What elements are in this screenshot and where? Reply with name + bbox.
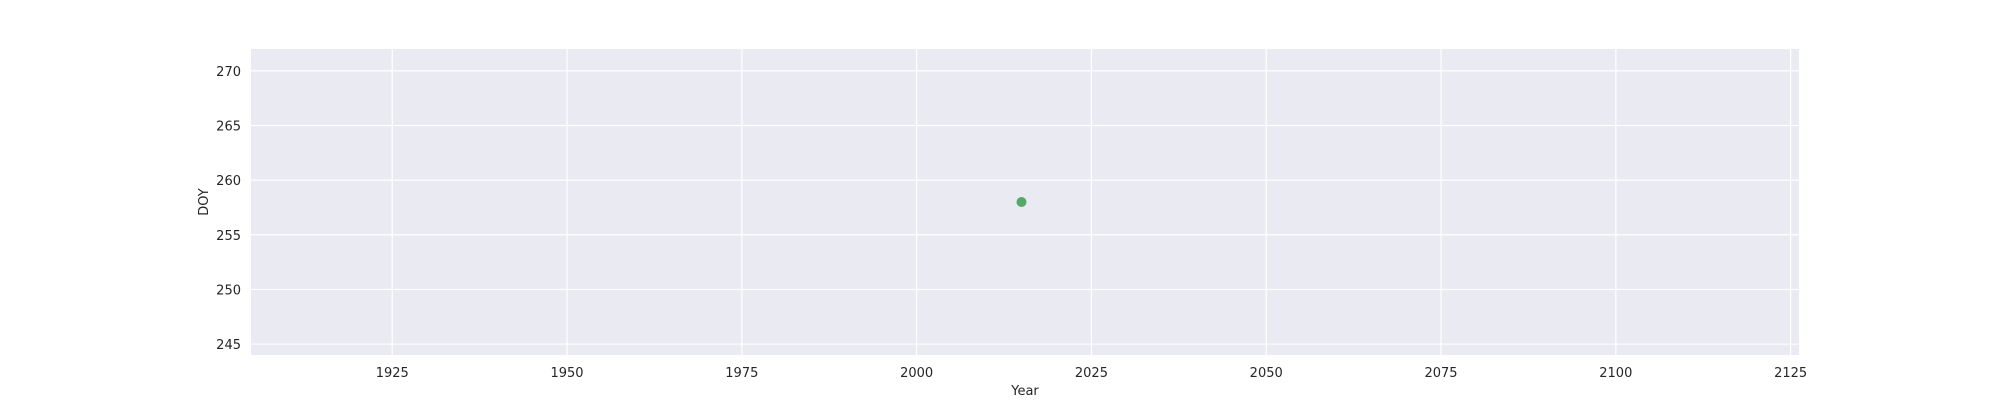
grid-lines	[251, 49, 1799, 355]
x-axis-ticks: 1925 1950 1975 2000 2025 2050 2075 2100 2125	[376, 366, 1807, 381]
y-tick-label: 250	[216, 283, 241, 298]
y-tick-label: 255	[216, 229, 241, 244]
x-tick-label: 2025	[1075, 366, 1108, 381]
x-tick-label: 1925	[376, 366, 409, 381]
x-tick-label: 2050	[1250, 366, 1283, 381]
x-tick-label: 1975	[725, 366, 758, 381]
y-axis-label: DOY	[197, 188, 212, 216]
y-tick-label: 270	[216, 65, 241, 80]
x-tick-label: 2125	[1774, 366, 1807, 381]
x-tick-label: 2100	[1599, 366, 1632, 381]
y-tick-label: 265	[216, 120, 241, 135]
y-axis-ticks: 245 250 255 260 265 270	[216, 65, 241, 353]
x-tick-label: 2075	[1424, 366, 1457, 381]
x-axis-label: Year	[1010, 384, 1039, 399]
data-points	[1016, 197, 1027, 207]
x-tick-label: 1950	[550, 366, 583, 381]
data-point	[1016, 197, 1027, 207]
y-tick-label: 245	[216, 338, 241, 353]
x-tick-label: 2000	[900, 366, 933, 381]
y-tick-label: 260	[216, 174, 241, 189]
